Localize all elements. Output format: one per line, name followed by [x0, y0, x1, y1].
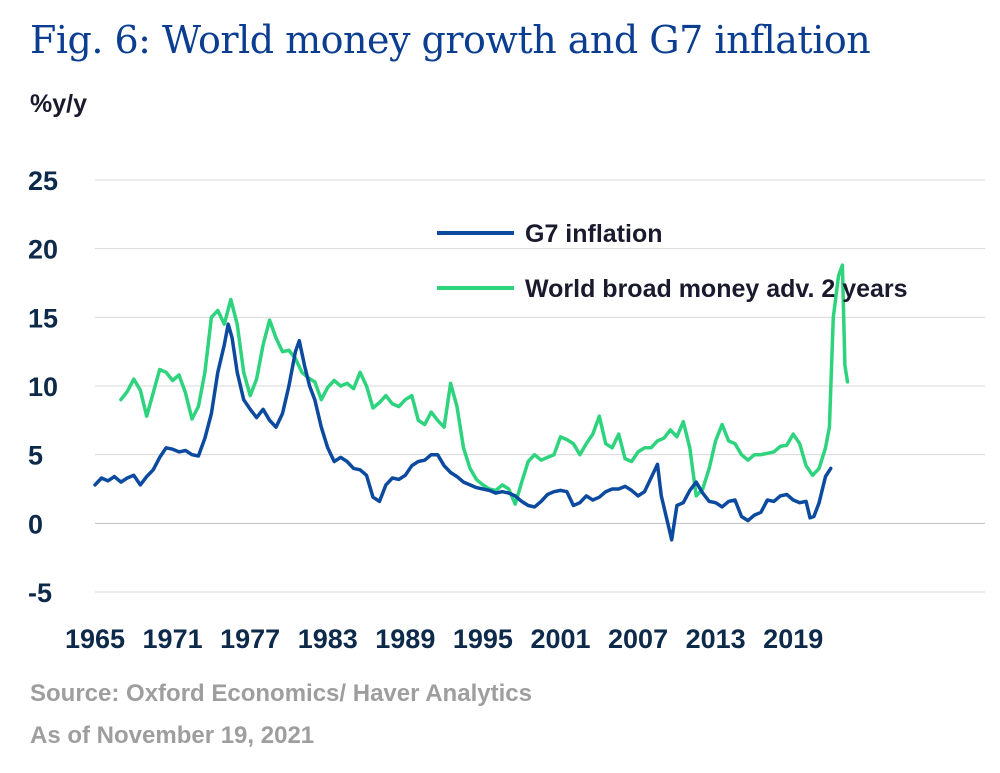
y-tick-label: 10 — [28, 372, 58, 402]
y-axis-unit-label: %y/y — [30, 90, 87, 118]
x-tick-label: 1995 — [453, 624, 513, 654]
y-tick-label: 15 — [28, 303, 58, 333]
y-tick-label: -5 — [28, 578, 52, 608]
x-tick-label: 1983 — [298, 624, 358, 654]
series-line-g7-inflation — [93, 322, 833, 542]
x-tick-label: 2001 — [530, 624, 590, 654]
y-tick-label: 25 — [28, 166, 58, 196]
y-tick-label: 0 — [28, 509, 43, 539]
x-axis-ticks: 1965 1971 1977 1983 1989 1995 2001 2007 2013 2019 — [65, 624, 823, 654]
x-tick-label: 2019 — [763, 624, 823, 654]
x-tick-label: 1977 — [220, 624, 280, 654]
legend: G7 inflation World broad money adv. 2 ye… — [437, 220, 908, 303]
y-tick-label: 20 — [28, 235, 58, 265]
x-tick-label: 1989 — [375, 624, 435, 654]
series-line-world-broad-money — [119, 263, 850, 506]
legend-label-g7-inflation: G7 inflation — [525, 220, 663, 248]
gridlines — [95, 179, 985, 593]
legend-label-world-broad-money: World broad money adv. 2 years — [525, 275, 908, 303]
x-tick-label: 2013 — [686, 624, 746, 654]
series-lines — [93, 263, 850, 542]
source-note: Source: Oxford Economics/ Haver Analytic… — [30, 680, 532, 707]
x-tick-label: 2007 — [608, 624, 668, 654]
y-tick-label: 5 — [28, 441, 43, 471]
x-tick-label: 1965 — [65, 624, 125, 654]
x-tick-label: 1971 — [143, 624, 203, 654]
chart-title: Fig. 6: World money growth and G7 inflat… — [30, 18, 871, 62]
y-axis-ticks: 25 20 15 10 5 0 -5 — [28, 166, 58, 608]
as-of-date: As of November 19, 2021 — [30, 722, 315, 749]
